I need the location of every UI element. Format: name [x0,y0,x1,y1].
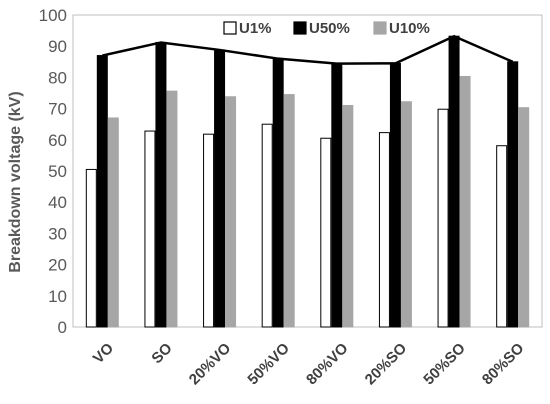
bar-u1pct-vo [85,168,97,328]
y-tick-label: 90 [48,37,67,56]
x-tick-label: 50%VO [244,340,293,389]
bar-u10pct-vo [107,117,119,328]
legend-entry: U1% [239,20,272,37]
x-tick-label: VO [90,340,118,368]
bar-u10pct-80pctso [518,107,530,328]
x-tick-label: 80%SO [479,340,528,389]
bar-u50pct-20pctso [389,62,401,328]
bar-u1pct-80pctvo [320,137,332,328]
y-tick-label: 70 [48,100,67,119]
legend-entry: U50% [309,20,350,37]
bar-u50pct-50pctvo [272,58,284,328]
x-tick-label: 50%SO [420,340,469,389]
bar-u1pct-80pctso [496,145,508,328]
legend-swatch [223,21,237,35]
y-tick-label: 80 [48,68,67,87]
x-tick-label: 20%VO [186,340,235,389]
legend: U1% U50% U10% [223,20,430,37]
y-tick-label: 20 [48,256,67,275]
bar-u10pct-20pctvo [225,96,237,328]
y-tick-label: 30 [48,224,67,243]
u50-line [102,34,514,65]
x-tick-label: 20%SO [362,340,411,389]
legend-swatch [373,21,387,35]
bar-u50pct-so [155,41,167,328]
y-tick-label: 0 [58,318,67,337]
plot-area: 0 10 20 30 40 50 60 70 80 90 100 VO SO 20%VO 50%VO 80%V… [39,6,543,389]
y-tick-label: 50 [48,162,67,181]
y-tick-label: 60 [48,131,67,150]
bar-u1pct-20pctso [378,132,390,328]
bar-u50pct-vo [96,55,108,328]
y-tick-label: 10 [48,287,67,306]
bar-u10pct-80pctvo [342,104,354,328]
y-axis-label: Breakdown voltage (kV) [7,91,24,272]
y-tick-label: 40 [48,193,67,212]
y-tick-label: 100 [39,6,67,25]
bar-u10pct-50pctvo [283,94,295,328]
bar-u1pct-50pctso [437,108,449,328]
bar-u50pct-20pctvo [214,49,226,328]
bar-u10pct-so [166,90,178,328]
x-tick-label: 80%VO [303,340,352,389]
legend-entry: U10% [389,20,430,37]
bar-u10pct-20pctso [400,101,412,328]
bar-u50pct-80pctvo [331,63,343,328]
bar-u50pct-50pctso [448,35,460,328]
legend-swatch [293,21,307,35]
bar-u1pct-50pctvo [261,123,273,328]
bar-u10pct-50pctso [459,75,471,328]
plot-border [72,14,543,328]
bar-u1pct-20pctvo [203,133,215,328]
bar-u50pct-80pctso [507,61,519,328]
x-tick-label: SO [148,340,176,368]
bar-u1pct-so [144,130,156,328]
